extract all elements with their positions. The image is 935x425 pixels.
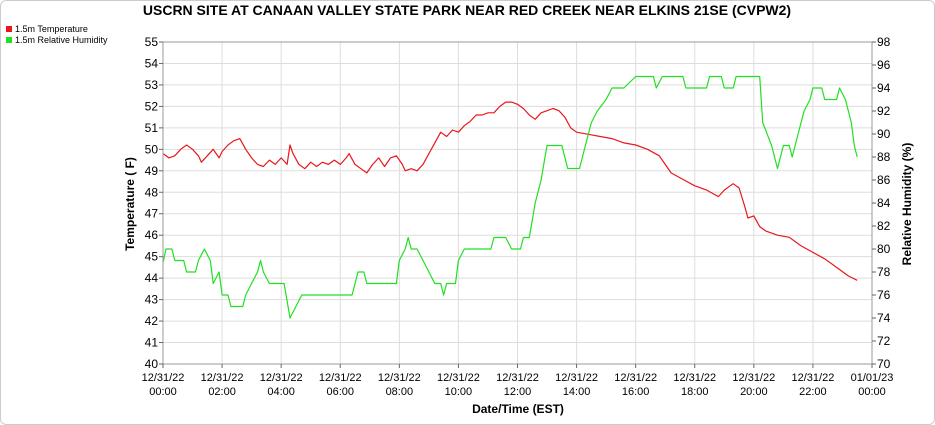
- x-tick-time: 00:00: [149, 386, 177, 398]
- y-right-tick-label: 70: [877, 357, 891, 371]
- y-axis-left-ticks: 40 41 42 43 44 45 46 47 48 49 50 51 52 53 54 55: [145, 35, 163, 371]
- x-tick-time: 18:00: [681, 386, 709, 398]
- y-axis-left-label: Temperature ( F): [123, 157, 137, 251]
- y-right-tick-label: 78: [877, 265, 891, 279]
- x-tick-date: 12/31/22: [378, 372, 421, 384]
- x-tick-date: 12/31/22: [614, 372, 657, 384]
- x-tick-date: 12/31/22: [142, 372, 185, 384]
- legend-label-humidity: 1.5m Relative Humidity: [15, 35, 108, 45]
- y-left-tick-label: 48: [145, 185, 159, 199]
- y-right-tick-label: 82: [877, 219, 891, 233]
- y-right-tick-label: 72: [877, 334, 891, 348]
- y-right-tick-label: 92: [877, 104, 891, 118]
- x-tick-date: 12/31/22: [555, 372, 598, 384]
- y-right-tick-label: 86: [877, 173, 891, 187]
- y-left-tick-label: 54: [145, 56, 159, 70]
- y-right-tick-label: 94: [877, 81, 891, 95]
- x-tick-date: 12/31/22: [792, 372, 835, 384]
- x-tick-time: 04:00: [267, 386, 295, 398]
- legend: 1.5m Temperature 1.5m Relative Humidity: [6, 24, 108, 45]
- x-tick-time: 22:00: [799, 386, 827, 398]
- x-axis-ticks: 12/31/22 00:00 12/31/22 02:00 12/31/22 04:00 1…: [142, 364, 894, 398]
- y-right-tick-label: 84: [877, 196, 891, 210]
- series-line-temperature: [162, 101, 858, 281]
- y-left-tick-label: 43: [145, 293, 159, 307]
- y-right-tick-label: 90: [877, 127, 891, 141]
- y-axis-right-ticks: 70 72 74 76 78 80 82 84 86 88 90 92 94 96 98: [872, 35, 891, 371]
- x-tick-time: 20:00: [740, 386, 768, 398]
- x-tick-time: 10:00: [445, 386, 473, 398]
- x-axis-label: Date/Time (EST): [472, 402, 564, 416]
- y-left-tick-label: 55: [145, 35, 159, 49]
- y-left-tick-label: 46: [145, 228, 159, 242]
- y-left-tick-label: 52: [145, 99, 159, 113]
- y-right-tick-label: 88: [877, 150, 891, 164]
- y-right-tick-label: 74: [877, 311, 891, 325]
- x-tick-date: 12/31/22: [201, 372, 244, 384]
- x-tick-time: 00:00: [858, 386, 886, 398]
- y-left-tick-label: 50: [145, 142, 159, 156]
- y-right-tick-label: 80: [877, 242, 891, 256]
- x-tick-time: 16:00: [622, 386, 650, 398]
- grid: [162, 41, 873, 365]
- x-tick-time: 06:00: [326, 386, 354, 398]
- x-tick-date: 12/31/22: [260, 372, 303, 384]
- series-line-humidity: [162, 75, 858, 319]
- x-tick-time: 08:00: [386, 386, 414, 398]
- y-left-tick-label: 45: [145, 250, 159, 264]
- legend-label-temperature: 1.5m Temperature: [15, 24, 88, 34]
- x-tick-time: 02:00: [208, 386, 236, 398]
- y-right-tick-label: 76: [877, 288, 891, 302]
- y-left-tick-label: 53: [145, 78, 159, 92]
- y-left-tick-label: 44: [145, 271, 159, 285]
- x-tick-date: 01/01/23: [851, 372, 894, 384]
- y-left-tick-label: 42: [145, 314, 159, 328]
- x-tick-date: 12/31/22: [319, 372, 362, 384]
- x-tick-date: 12/31/22: [496, 372, 539, 384]
- y-left-tick-label: 51: [145, 121, 159, 135]
- y-left-tick-label: 47: [145, 207, 159, 221]
- x-tick-date: 12/31/22: [437, 372, 480, 384]
- series-layer: [162, 75, 858, 319]
- y-axis-right-label: Relative Humidity (%): [900, 143, 914, 266]
- x-tick-date: 12/31/22: [732, 372, 775, 384]
- legend-swatch-temperature: [6, 26, 12, 32]
- y-left-tick-label: 41: [145, 336, 159, 350]
- x-tick-time: 14:00: [563, 386, 591, 398]
- x-tick-date: 12/31/22: [673, 372, 716, 384]
- x-tick-time: 12:00: [504, 386, 532, 398]
- y-right-tick-label: 98: [877, 35, 891, 49]
- legend-swatch-humidity: [6, 37, 12, 43]
- y-left-tick-label: 40: [145, 357, 159, 371]
- chart-title: USCRN SITE AT CANAAN VALLEY STATE PARK N…: [143, 2, 791, 18]
- y-left-tick-label: 49: [145, 164, 159, 178]
- y-right-tick-label: 96: [877, 58, 891, 72]
